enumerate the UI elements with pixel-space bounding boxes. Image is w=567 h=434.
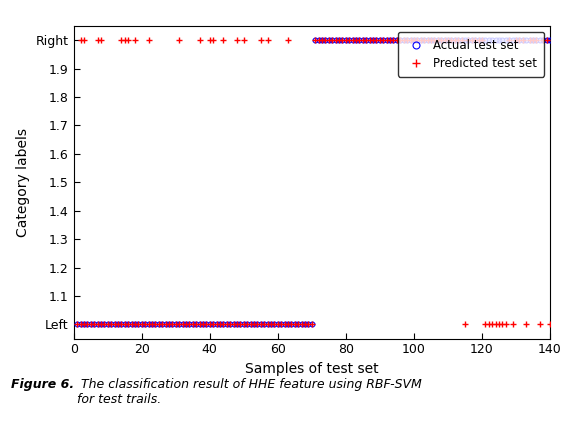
- X-axis label: Samples of test set: Samples of test set: [245, 362, 379, 376]
- Legend: Actual test set, Predicted test set: Actual test set, Predicted test set: [397, 32, 544, 77]
- Y-axis label: Category labels: Category labels: [16, 128, 30, 237]
- Text: The classification result of HHE feature using RBF-SVM
for test trails.: The classification result of HHE feature…: [77, 378, 421, 406]
- Text: Figure 6.: Figure 6.: [11, 378, 74, 391]
